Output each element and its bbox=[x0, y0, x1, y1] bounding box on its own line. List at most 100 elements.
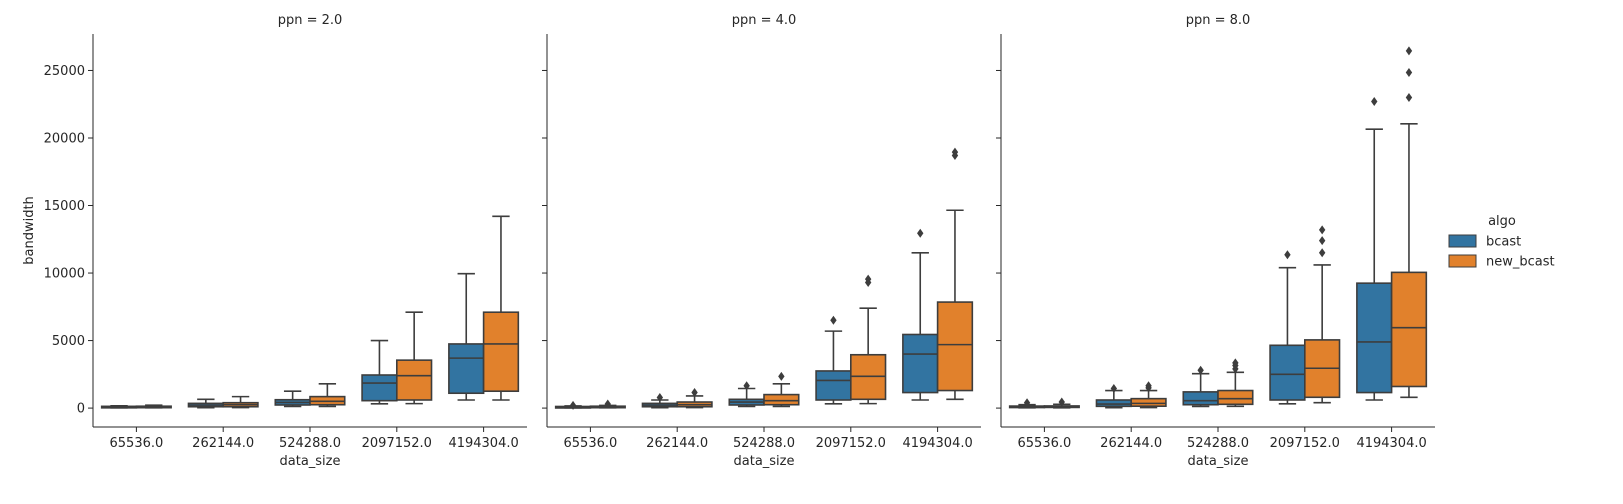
x-tick-label: 524288.0 bbox=[279, 436, 341, 451]
x-tick-label: 2097152.0 bbox=[816, 436, 886, 451]
box-new_bcast bbox=[589, 399, 626, 409]
x-tick-label: 262144.0 bbox=[192, 436, 254, 451]
outlier-point bbox=[1284, 250, 1291, 260]
box-body bbox=[902, 333, 939, 394]
box-bcast bbox=[902, 228, 939, 401]
legend-label-new_bcast: new_bcast bbox=[1486, 255, 1555, 270]
box-body bbox=[448, 343, 485, 395]
outlier-point bbox=[1371, 97, 1378, 107]
x-tick-label: 262144.0 bbox=[646, 436, 708, 451]
y-tick-label: 25000 bbox=[44, 64, 85, 79]
box-body bbox=[1356, 282, 1393, 394]
legend-title: algo bbox=[1488, 214, 1516, 229]
outlier-point bbox=[1197, 365, 1204, 375]
box-bcast bbox=[274, 390, 311, 408]
legend: algo bcast new_bcast bbox=[1448, 214, 1555, 270]
box-new_bcast bbox=[222, 395, 259, 409]
y-tick-label: 20000 bbox=[44, 131, 85, 146]
y-axis-label: bandwidth bbox=[22, 196, 37, 265]
box-new_bcast bbox=[1043, 397, 1080, 409]
outlier-point bbox=[1058, 397, 1065, 407]
outlier-point bbox=[864, 274, 872, 284]
box-body bbox=[1130, 397, 1167, 408]
outlier-point bbox=[1232, 358, 1239, 368]
legend-label-bcast: bcast bbox=[1486, 235, 1521, 250]
box-body bbox=[763, 393, 800, 406]
box-body bbox=[395, 359, 433, 401]
outlier-point bbox=[1318, 236, 1326, 246]
x-tick-label: 524288.0 bbox=[1187, 436, 1249, 451]
box-bcast bbox=[1356, 97, 1393, 401]
box-body bbox=[482, 311, 520, 393]
box-new_bcast bbox=[1390, 46, 1428, 399]
outlier-point bbox=[1318, 225, 1326, 235]
box-bcast bbox=[100, 404, 138, 409]
box-bcast bbox=[1008, 398, 1046, 409]
x-tick-label: 524288.0 bbox=[733, 436, 795, 451]
outlier-point bbox=[830, 315, 837, 325]
outlier-point bbox=[1405, 67, 1413, 77]
box-bcast bbox=[361, 339, 398, 405]
box-bcast bbox=[1182, 365, 1219, 408]
box-bcast bbox=[554, 400, 592, 410]
box-body bbox=[361, 374, 398, 402]
x-tick-label: 4194304.0 bbox=[1356, 436, 1426, 451]
x-tick-label: 262144.0 bbox=[1100, 436, 1162, 451]
facet-panel: ppn = 8.0 65536.0 262144.0 524288.0 2097152.… bbox=[996, 13, 1435, 469]
outlier-point bbox=[1405, 92, 1413, 102]
panel-title: ppn = 4.0 bbox=[732, 13, 797, 28]
box-body bbox=[1390, 271, 1428, 388]
x-tick-label: 4194304.0 bbox=[902, 436, 972, 451]
box-bcast bbox=[187, 398, 224, 409]
box-new_bcast bbox=[936, 147, 974, 401]
outlier-point bbox=[1145, 381, 1152, 391]
box-bcast bbox=[815, 315, 852, 405]
box-body bbox=[815, 370, 852, 401]
box-new_bcast bbox=[395, 311, 433, 405]
y-tick-label: 10000 bbox=[44, 267, 85, 282]
facet-panel: ppn = 2.0 0 5000 10000 15000 20000 25000 65536.… bbox=[44, 13, 527, 469]
x-tick-label: 65536.0 bbox=[110, 436, 164, 451]
panel-title: ppn = 8.0 bbox=[1186, 13, 1251, 28]
outlier-point bbox=[778, 371, 785, 381]
panel-title: ppn = 2.0 bbox=[278, 13, 343, 28]
x-tick-label: 65536.0 bbox=[564, 436, 618, 451]
box-new_bcast bbox=[1304, 225, 1341, 404]
x-axis-label: data_size bbox=[280, 454, 341, 469]
x-tick-label: 65536.0 bbox=[1018, 436, 1072, 451]
legend-swatch-new_bcast bbox=[1448, 254, 1477, 268]
box-body bbox=[936, 301, 974, 392]
outlier-point bbox=[1110, 384, 1118, 394]
x-tick-label: 2097152.0 bbox=[1270, 436, 1340, 451]
box-body bbox=[1269, 344, 1306, 401]
box-body bbox=[1182, 391, 1219, 406]
x-axis-label: data_size bbox=[1188, 454, 1249, 469]
outlier-point bbox=[604, 399, 611, 409]
outlier-point bbox=[1023, 398, 1031, 408]
outlier-point bbox=[691, 388, 698, 398]
y-tick-label: 5000 bbox=[52, 334, 85, 349]
x-tick-label: 4194304.0 bbox=[448, 436, 518, 451]
outlier-point bbox=[917, 228, 924, 238]
x-axis-label: data_size bbox=[734, 454, 795, 469]
box-new_bcast bbox=[763, 371, 800, 408]
box-body bbox=[1095, 399, 1132, 408]
box-new_bcast bbox=[676, 388, 713, 409]
box-bcast bbox=[448, 272, 485, 401]
y-tick-label: 0 bbox=[77, 402, 85, 417]
box-bcast bbox=[1269, 250, 1306, 405]
box-new_bcast bbox=[849, 274, 887, 405]
box-new_bcast bbox=[1217, 358, 1254, 408]
outlier-point bbox=[1405, 46, 1413, 56]
legend-swatch-bcast bbox=[1448, 234, 1477, 248]
box-bcast bbox=[728, 381, 765, 408]
x-tick-label: 2097152.0 bbox=[362, 436, 432, 451]
box-body bbox=[1217, 389, 1254, 406]
outlier-point bbox=[1318, 248, 1326, 258]
outlier-point bbox=[743, 381, 750, 391]
outlier-point bbox=[951, 147, 959, 157]
box-new_bcast bbox=[309, 382, 346, 408]
box-new_bcast bbox=[135, 404, 172, 409]
